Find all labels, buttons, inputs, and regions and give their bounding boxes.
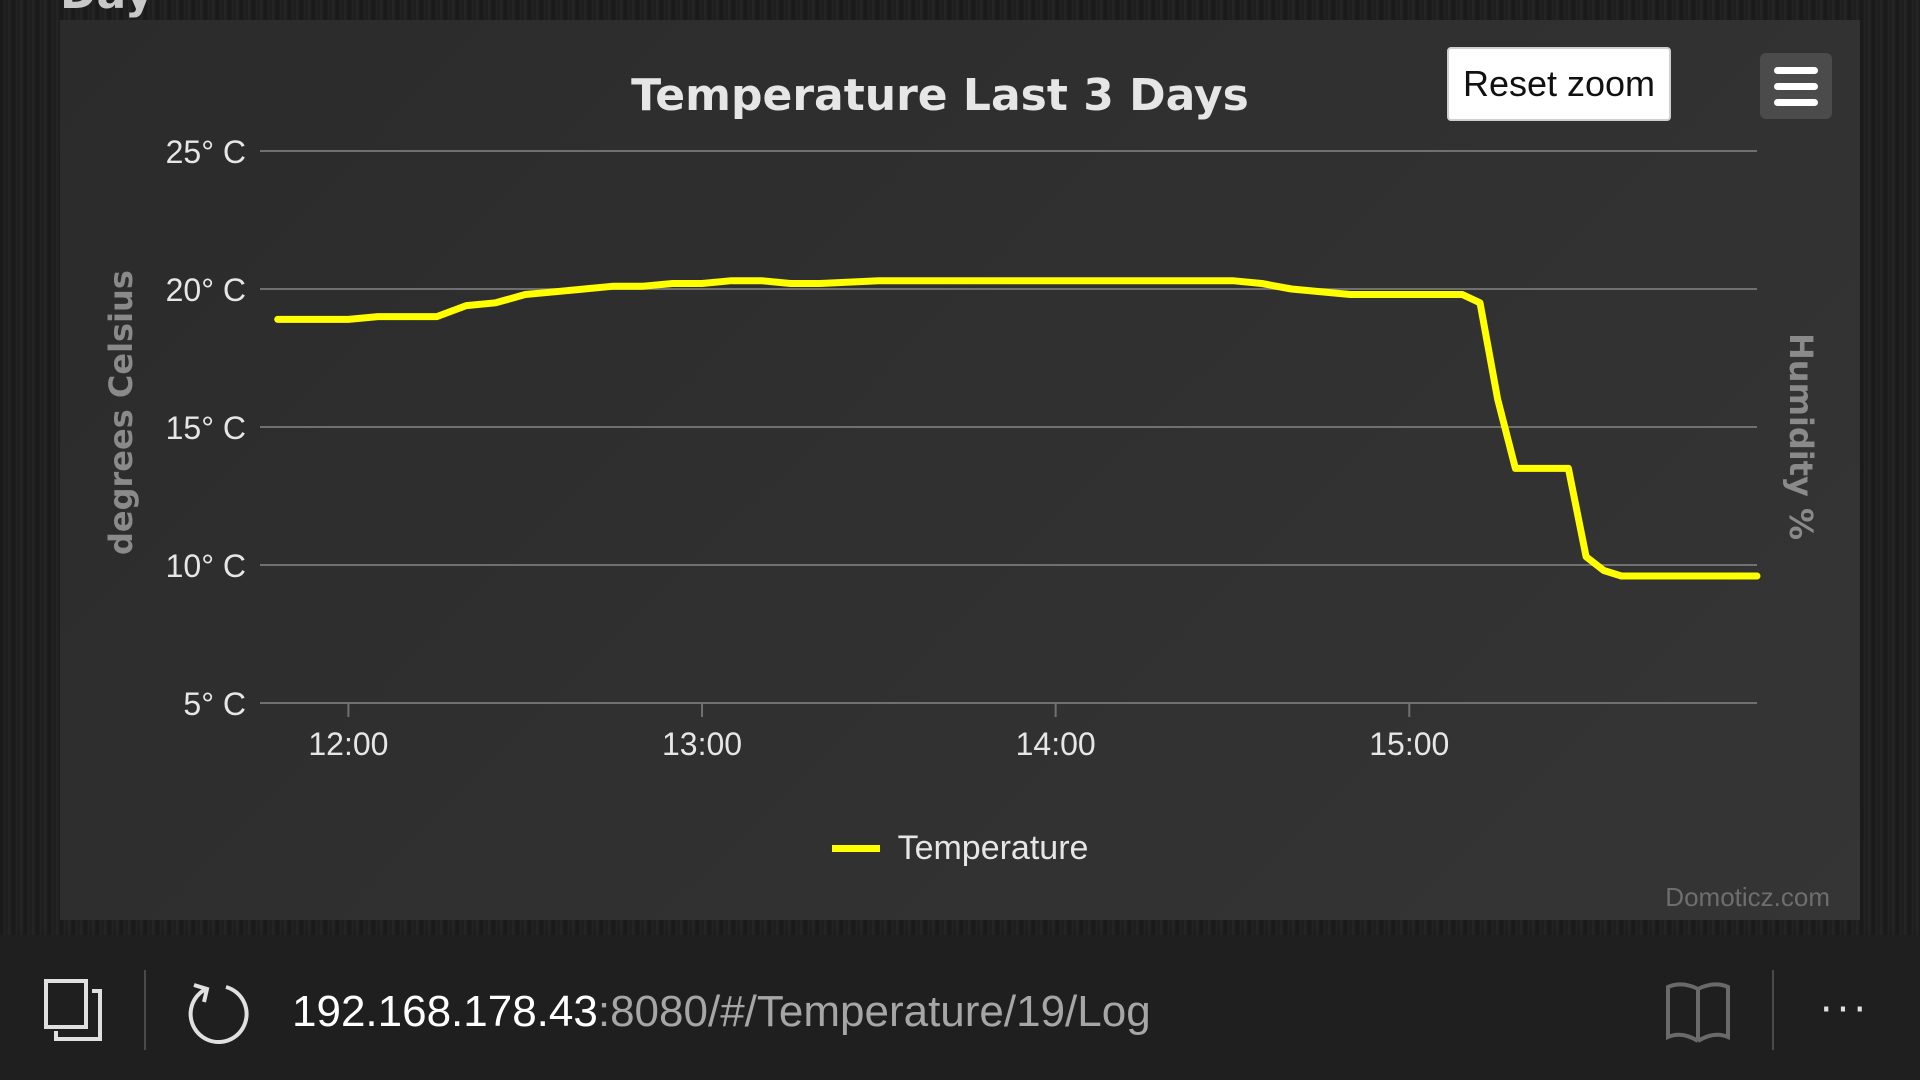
page-heading-fragment: Day [60,0,154,16]
hamburger-menu-icon[interactable] [1760,53,1832,119]
legend-label: Temperature [897,828,1089,867]
reading-view-icon[interactable] [1660,975,1736,1051]
chart-title: Temperature Last 3 Days [631,70,1249,121]
legend-swatch [831,844,880,852]
divider [144,970,146,1050]
y-tick-label: 20° C [166,272,246,308]
x-tick-label: 12:00 [308,726,388,762]
y-tick-label: 10° C [166,548,246,584]
browser-address-bar: 192.168.178.43:8080/#/Temperature/19/Log… [0,935,1920,1080]
temperature-series-line [274,277,1761,580]
url-field[interactable]: 192.168.178.43:8080/#/Temperature/19/Log [292,977,1151,1047]
credits-link[interactable]: Domoticz.com [1665,882,1830,912]
chart-panel: Temperature Last 3 Days Reset zoom degre… [60,20,1860,920]
y-tick-label: 25° C [166,134,246,170]
refresh-icon[interactable] [180,975,256,1051]
x-tick-label: 14:00 [1016,726,1096,762]
x-tick-label: 15:00 [1369,726,1449,762]
y-tick-label: 5° C [183,686,246,722]
url-path: :8080/#/Temperature/19/Log [597,987,1151,1036]
x-tick-label: 13:00 [662,726,742,762]
divider [1772,970,1774,1050]
more-options-button[interactable]: ··· [1819,987,1871,1033]
legend-item-temperature[interactable]: Temperature [60,823,1860,873]
plot-area[interactable]: 5° C 10° C 15° C 20° C 25° C 12:00 13:00 14:00 1… [60,20,1860,920]
reset-zoom-button[interactable]: Reset zoom [1447,47,1671,121]
url-host: 192.168.178.43 [292,987,598,1036]
y-tick-label: 15° C [166,410,246,446]
tabs-icon[interactable] [38,977,108,1047]
